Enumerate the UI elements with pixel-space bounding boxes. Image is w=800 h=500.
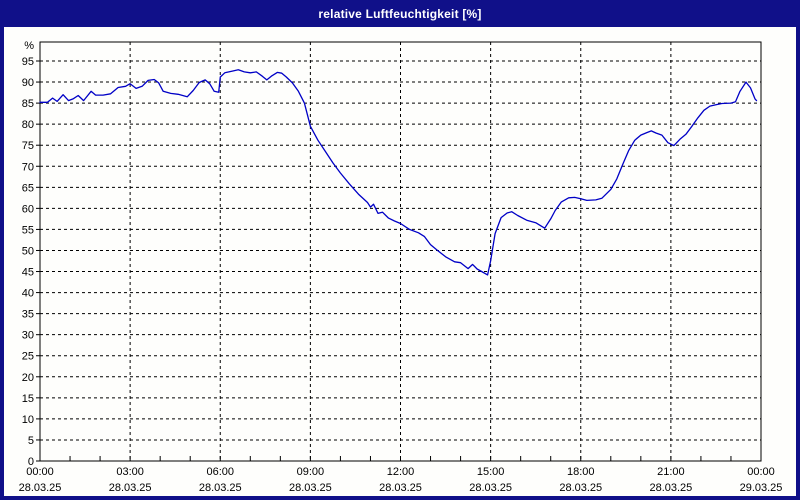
y-tick-label: 70 [22,161,34,173]
y-tick-label: 65 [22,182,34,194]
window-titlebar: relative Luftfeuchtigkeit [%] [0,0,800,27]
y-tick-label: 90 [22,77,34,89]
x-date-label: 28.03.25 [19,482,62,494]
x-time-label: 00:00 [26,466,54,478]
x-time-label: 09:00 [297,466,325,478]
x-time-label: 06:00 [206,466,234,478]
y-tick-label: 60 [22,203,34,215]
y-tick-label: 0 [28,456,34,468]
y-tick-label: 10 [22,414,34,426]
x-date-label: 28.03.25 [469,482,512,494]
x-date-label: 28.03.25 [649,482,692,494]
y-tick-label: 5 [28,435,34,447]
x-time-label: 18:00 [567,466,595,478]
x-date-label: 29.03.25 [740,482,783,494]
x-date-label: 28.03.25 [289,482,332,494]
x-date-label: 28.03.25 [559,482,602,494]
x-time-label: 12:00 [387,466,415,478]
x-time-label: 00:00 [747,466,775,478]
y-tick-label: 55 [22,224,34,236]
y-tick-label: 95 [22,56,34,68]
y-tick-label: 85 [22,98,34,110]
x-time-label: 21:00 [657,466,685,478]
y-tick-label: 75 [22,140,34,152]
window-title: relative Luftfeuchtigkeit [%] [318,6,482,21]
x-time-label: 15:00 [477,466,505,478]
y-tick-label: 15 [22,393,34,405]
x-date-label: 28.03.25 [109,482,152,494]
y-tick-label: 30 [22,330,34,342]
x-date-label: 28.03.25 [379,482,422,494]
y-tick-label: 50 [22,245,34,257]
x-time-label: 03:00 [116,466,144,478]
chart-panel: 0 5 10 15 20 25 30 35 40 45 50 55 60 65 70 75 80 85 90 95% 0… [4,27,796,496]
plot-frame [39,41,762,462]
y-tick-label: 80 [22,119,34,131]
y-axis-unit-label: % [24,40,34,52]
humidity-series-line [39,69,758,276]
y-tick-label: 35 [22,309,34,321]
x-date-label: 28.03.25 [199,482,242,494]
y-tick-label: 40 [22,288,34,300]
y-tick-label: 45 [22,267,34,279]
humidity-line-chart: 0 5 10 15 20 25 30 35 40 45 50 55 60 65 70 75 80 85 90 95% 0… [19,40,783,494]
y-tick-label: 20 [22,372,34,384]
y-tick-label: 25 [22,351,34,363]
